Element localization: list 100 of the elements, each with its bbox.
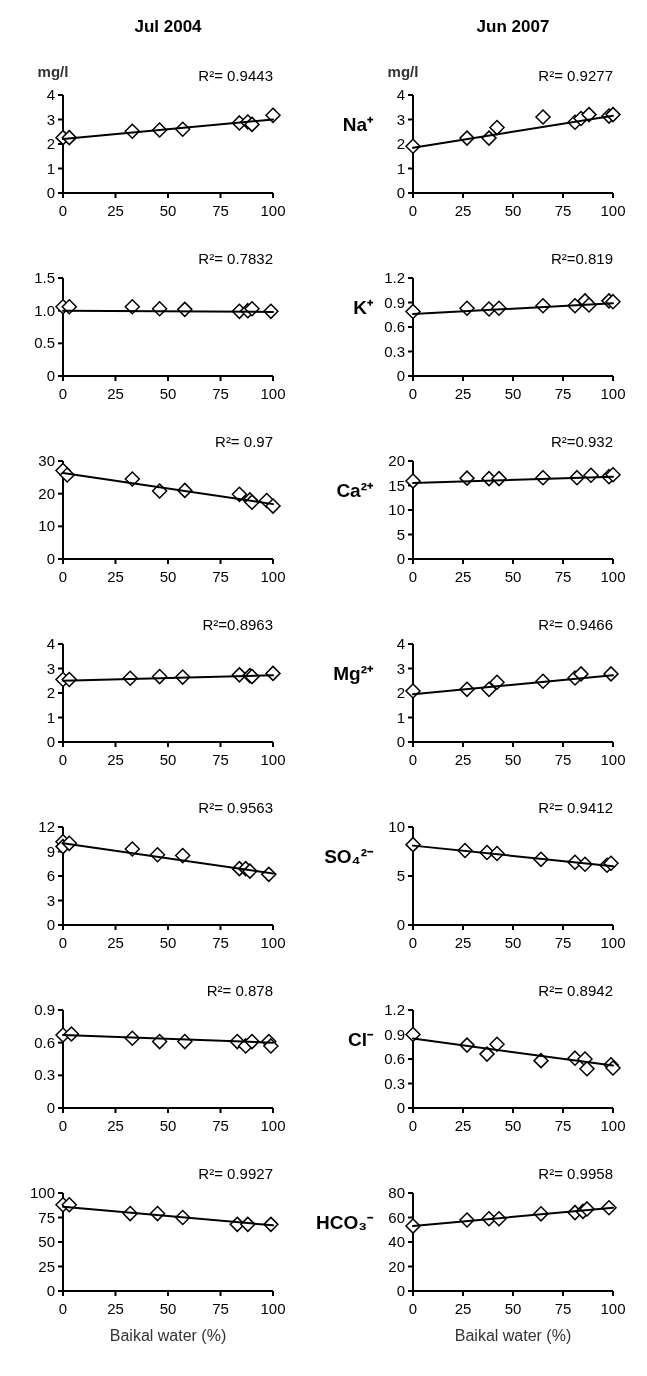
point	[533, 1052, 549, 1069]
y-tick-label: 2	[396, 684, 405, 701]
x-tick-label: 100	[600, 385, 626, 402]
y-tick-label: 0	[396, 1282, 405, 1299]
x-tick-label: 50	[504, 568, 522, 585]
x-tick-label: 100	[600, 568, 626, 585]
y-tick-label: 0	[396, 916, 405, 933]
x-tick-label: 25	[454, 385, 472, 402]
x-tick-label: 50	[504, 934, 522, 951]
point	[479, 1046, 495, 1062]
y-tick-label: 10	[388, 501, 405, 518]
y-tick-label: 4	[46, 86, 55, 103]
y-tick-label: 40	[388, 1233, 405, 1250]
x-tick-label: 0	[58, 385, 68, 402]
y-tick-label: 6	[46, 867, 55, 884]
y-tick-label: 80	[388, 1184, 405, 1201]
text: R²=0.819	[550, 250, 613, 267]
x-tick-label: 100	[260, 1300, 286, 1317]
y-tick-label: 2	[46, 684, 55, 701]
x-tick-label: 0	[58, 1300, 68, 1317]
y-tick-label: 2	[396, 135, 405, 152]
y-tick-label: 0	[396, 550, 405, 567]
y-tick-label: 0	[46, 1099, 55, 1116]
x-tick-label: 75	[554, 1117, 572, 1134]
x-tick-label: 50	[504, 202, 522, 219]
x-tick-label: 50	[159, 934, 177, 951]
y-tick-label: 25	[38, 1257, 55, 1275]
x-tick-label: 75	[554, 568, 572, 585]
y-tick-label: 20	[38, 484, 55, 502]
y-tick-label: 0	[396, 733, 405, 750]
x-tick-label: 0	[408, 1300, 418, 1317]
y-tick-label: 9	[46, 842, 55, 860]
y-tick-label: 0	[396, 184, 405, 201]
x-tick-label: 50	[159, 1300, 177, 1317]
x-tick-label: 50	[159, 568, 177, 585]
point	[405, 1026, 421, 1043]
x-tick-label: 75	[212, 568, 229, 585]
x-tick-label: 0	[408, 1117, 418, 1134]
y-tick-label: 100	[29, 1184, 55, 1201]
y-tick-label: 3	[46, 659, 55, 677]
y-axis-title: SO₄²⁻	[324, 846, 374, 868]
y-tick-label: 1	[396, 708, 405, 726]
y-tick-label: 4	[396, 635, 405, 652]
text: R²= 0.7832	[198, 250, 273, 267]
x-tick-label: 25	[454, 202, 472, 219]
y-axis-title: Ca²⁺	[336, 480, 374, 502]
x-tick-label: 75	[554, 1300, 572, 1317]
y-tick-label: 50	[38, 1233, 55, 1250]
x-tick-label: 75	[554, 202, 572, 219]
y-tick-label: 1.2	[384, 1001, 405, 1018]
text: R²= 0.9958	[538, 1165, 613, 1182]
y-tick-label: 1.0	[34, 301, 55, 319]
point	[489, 1036, 505, 1053]
y-tick-label: 0	[46, 733, 55, 750]
y-axis-title: Na⁺	[342, 114, 374, 136]
x-tick-label: 50	[504, 751, 522, 768]
x-axis-title: Baikal water (%)	[109, 1327, 227, 1344]
point	[231, 486, 248, 503]
y-tick-label: 0	[46, 1282, 55, 1299]
x-tick-label: 0	[58, 934, 68, 951]
x-tick-label: 0	[58, 568, 68, 585]
point	[405, 303, 421, 320]
y-tick-label: 1.5	[34, 269, 55, 286]
x-axis-title: Baikal water (%)	[454, 1327, 572, 1344]
y-axis-title: K⁺	[353, 297, 374, 319]
point	[265, 107, 281, 124]
y-tick-label: 3	[46, 110, 55, 128]
y-tick-label: 10	[388, 818, 405, 835]
y-axis-title: HCO₃⁻	[315, 1212, 374, 1234]
x-tick-label: 100	[600, 202, 626, 219]
x-tick-label: 25	[107, 568, 124, 585]
chart-title: Jun 2007	[476, 17, 550, 36]
x-tick-label: 50	[504, 385, 522, 402]
y-tick-label: 0	[46, 916, 55, 933]
x-tick-label: 75	[212, 1117, 229, 1134]
x-tick-label: 50	[504, 1300, 522, 1317]
text: R²= 0.8942	[538, 982, 613, 999]
y-tick-label: 1	[46, 708, 55, 726]
y-tick-label: 20	[388, 452, 405, 469]
x-tick-label: 100	[260, 751, 286, 768]
point	[489, 119, 505, 136]
text: R²= 0.9412	[538, 799, 613, 816]
text: R²= 0.9277	[538, 67, 613, 84]
x-tick-label: 50	[159, 751, 177, 768]
x-tick-label: 0	[408, 385, 418, 402]
text: R²=0.8963	[202, 616, 273, 633]
y-tick-label: 5	[396, 867, 405, 884]
x-tick-label: 25	[107, 751, 124, 768]
x-tick-label: 25	[107, 934, 124, 951]
y-tick-label: 0.6	[384, 318, 405, 335]
x-tick-label: 75	[212, 202, 229, 219]
y-tick-label: 60	[388, 1208, 405, 1226]
chart-title: Jul 2004	[134, 17, 203, 36]
x-tick-label: 0	[408, 202, 418, 219]
y-tick-label: 0	[396, 1099, 405, 1116]
x-tick-label: 100	[600, 934, 626, 951]
y-tick-label: 4	[396, 86, 405, 103]
text: R²= 0.878	[206, 982, 273, 999]
y-tick-label: 0.3	[384, 1074, 405, 1092]
y-tick-label: 1.2	[384, 269, 405, 286]
